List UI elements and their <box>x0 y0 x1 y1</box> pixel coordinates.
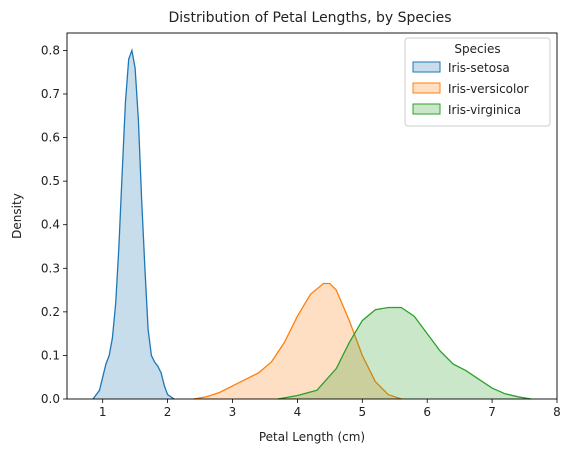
chart-title: Distribution of Petal Lengths, by Specie… <box>168 10 451 26</box>
y-tick-label: 0.2 <box>41 305 60 319</box>
legend-label-2: Iris-virginica <box>448 103 521 117</box>
series-layer <box>92 47 532 400</box>
plot-frame <box>66 32 558 400</box>
y-tick-label: 0.7 <box>41 87 60 101</box>
y-axis: 0.0 0.1 0.2 0.3 0.4 0.5 0.6 0.7 0.8 <box>41 43 67 406</box>
x-tick-label: 6 <box>423 405 431 419</box>
series-fill-0 <box>93 50 175 400</box>
series-line-1 <box>193 282 402 400</box>
x-axis: 1 2 3 4 5 6 7 8 <box>99 399 561 419</box>
x-tick-label: 1 <box>99 405 107 419</box>
legend-items: Iris-setosa Iris-versicolor Iris-virginica <box>412 61 529 117</box>
y-tick-label: 0.0 <box>41 392 60 406</box>
legend-swatch-0 <box>412 61 441 73</box>
x-tick-label: 3 <box>229 405 237 419</box>
legend-box <box>404 37 551 127</box>
x-tick-label: 7 <box>488 405 496 419</box>
legend-swatch-2 <box>412 103 441 115</box>
series-line-2 <box>277 306 532 400</box>
y-tick-label: 0.8 <box>41 43 60 57</box>
x-tick-label: 2 <box>164 405 172 419</box>
x-tick-label: 8 <box>553 405 561 419</box>
y-tick-label: 0.4 <box>41 218 60 232</box>
series-fill-1 <box>193 283 402 399</box>
y-tick-label: 0.1 <box>41 348 60 362</box>
legend-title: Species <box>454 42 500 56</box>
series-line-0 <box>92 47 175 400</box>
series-fill-2 <box>277 307 531 399</box>
legend: Species Iris-setosa Iris-versicolor Iris-v… <box>404 37 551 127</box>
legend-label-1: Iris-versicolor <box>448 82 529 96</box>
x-tick-label: 5 <box>358 405 366 419</box>
x-axis-label: Petal Length (cm) <box>259 430 365 444</box>
y-axis-label: Density <box>10 193 24 239</box>
y-tick-label: 0.5 <box>41 174 60 188</box>
legend-swatch-1 <box>412 82 441 94</box>
x-tick-label: 4 <box>294 405 302 419</box>
legend-label-0: Iris-setosa <box>448 61 510 75</box>
y-tick-label: 0.3 <box>41 261 60 275</box>
y-tick-label: 0.6 <box>41 131 60 145</box>
